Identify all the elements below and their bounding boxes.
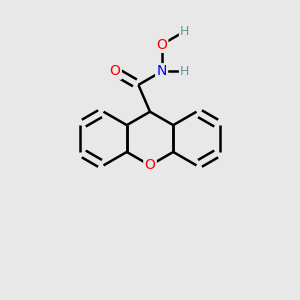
Text: O: O: [145, 158, 155, 172]
Text: O: O: [156, 38, 167, 52]
Text: O: O: [110, 64, 121, 79]
Text: H: H: [180, 65, 190, 78]
Text: H: H: [180, 25, 190, 38]
Text: N: N: [156, 64, 167, 79]
